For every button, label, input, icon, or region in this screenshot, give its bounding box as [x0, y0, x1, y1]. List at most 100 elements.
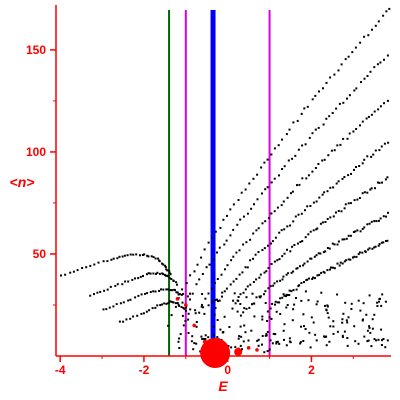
data-point [324, 304, 326, 307]
data-point [281, 255, 284, 258]
data-point [359, 41, 362, 44]
data-point [326, 218, 329, 220]
data-point [279, 297, 282, 300]
data-point [283, 323, 286, 326]
data-point [377, 20, 380, 23]
data-point [354, 340, 357, 343]
data-point [371, 318, 374, 321]
data-point [376, 305, 379, 307]
data-point [216, 319, 219, 321]
data-point [116, 257, 119, 260]
data-point [325, 335, 327, 338]
data-point [189, 292, 191, 295]
data-point [333, 149, 336, 152]
data-point [292, 220, 295, 223]
data-point [187, 332, 190, 334]
data-point [186, 295, 189, 298]
data-point [355, 128, 358, 130]
data-point [214, 307, 217, 310]
data-point [221, 291, 224, 294]
data-point [257, 227, 260, 230]
data-point [244, 188, 247, 191]
data-point [171, 289, 174, 292]
data-point [201, 338, 204, 340]
data-point [377, 244, 380, 247]
data-point [99, 290, 102, 293]
data-point [276, 280, 279, 283]
red-marker [202, 339, 207, 344]
data-point [237, 296, 240, 298]
data-point [377, 338, 380, 341]
data-point [242, 243, 245, 246]
data-point [93, 293, 95, 296]
data-point [267, 244, 269, 247]
data-point [270, 153, 273, 156]
data-point [252, 302, 255, 305]
data-point [152, 290, 155, 293]
data-point [366, 340, 369, 343]
data-point [342, 312, 345, 315]
data-point [226, 264, 229, 267]
data-point [258, 276, 261, 279]
data-point [185, 306, 188, 309]
data-point [365, 313, 368, 316]
data-point [163, 302, 166, 305]
data-point [363, 335, 366, 338]
data-point [315, 228, 318, 231]
data-point [176, 291, 179, 294]
data-point [341, 238, 344, 241]
data-point [216, 336, 219, 339]
data-point [96, 291, 99, 294]
data-point [112, 257, 115, 260]
data-point [154, 257, 157, 260]
data-point [362, 302, 365, 305]
data-point [232, 203, 235, 206]
data-point [380, 344, 383, 346]
axes: -4 -2 0 2 50 100 150 [26, 5, 391, 377]
data-point [174, 305, 177, 308]
data-point [374, 149, 377, 152]
x-tick-label: 0 [224, 363, 231, 377]
data-point [328, 247, 331, 250]
y-tick-label: 50 [33, 247, 47, 261]
data-point [176, 302, 179, 304]
data-point [170, 278, 173, 280]
data-point [129, 317, 132, 320]
data-point [350, 308, 353, 310]
x-tick-label: -2 [139, 363, 150, 377]
data-point [380, 145, 383, 148]
data-point [264, 302, 267, 304]
data-point [163, 264, 166, 267]
data-point [248, 306, 251, 309]
data-point [170, 300, 173, 303]
data-point [343, 330, 346, 333]
data-point [368, 247, 371, 250]
data-point [159, 304, 162, 307]
data-point [368, 326, 371, 329]
data-point [194, 312, 197, 315]
data-point [220, 273, 223, 276]
data-point [361, 162, 364, 165]
data-point [244, 266, 247, 269]
data-point [198, 278, 201, 281]
data-point [383, 142, 386, 145]
data-point [278, 174, 280, 177]
data-point [105, 308, 108, 311]
data-point [242, 340, 245, 343]
data-point [299, 265, 301, 268]
data-point [243, 324, 246, 327]
data-point [232, 299, 235, 302]
data-point [155, 272, 157, 275]
data-point [290, 290, 293, 293]
data-point [300, 212, 303, 215]
data-point [380, 328, 383, 331]
data-point [378, 300, 380, 303]
data-point [267, 267, 270, 269]
data-point [267, 287, 270, 290]
data-point [268, 348, 271, 351]
data-point [266, 186, 269, 189]
data-point [225, 287, 228, 290]
data-point [282, 275, 285, 278]
data-point [253, 203, 255, 206]
data-point [315, 339, 318, 342]
